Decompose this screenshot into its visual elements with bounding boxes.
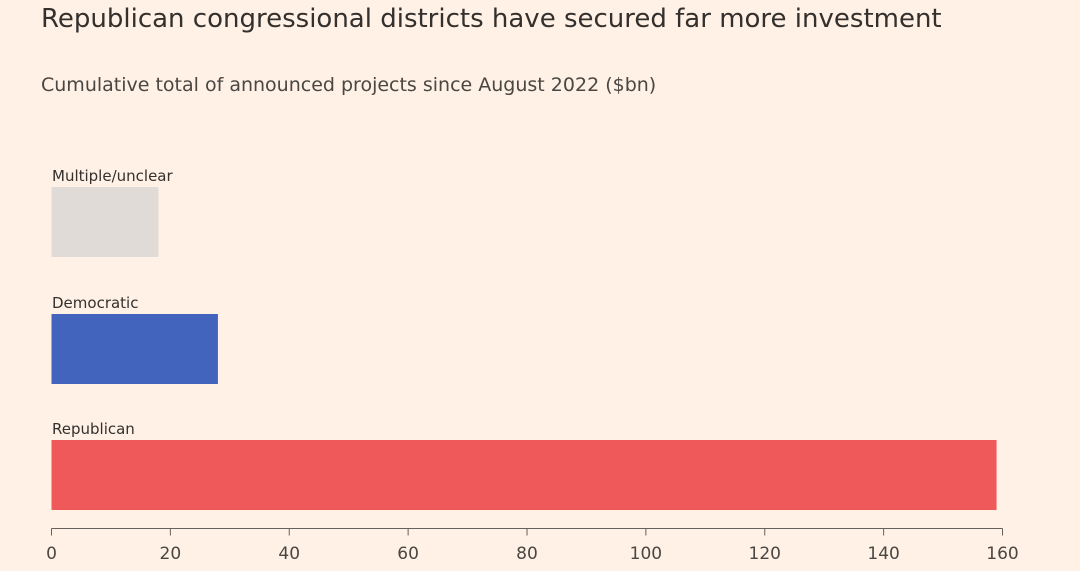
x-tick-label-80: 80 xyxy=(516,544,538,564)
chart-subtitle: Cumulative total of announced projects s… xyxy=(41,74,657,96)
x-tick-label-20: 20 xyxy=(160,544,182,564)
x-tick-label-100: 100 xyxy=(630,544,662,564)
x-tick-label-140: 140 xyxy=(867,544,899,564)
x-tick-label-60: 60 xyxy=(397,544,419,564)
bars-layer: Multiple/unclear Democratic Republican xyxy=(51,167,997,510)
x-tick-label-40: 40 xyxy=(278,544,300,564)
category-label-republican: Republican xyxy=(52,420,135,438)
x-tick-label-160: 160 xyxy=(986,544,1018,564)
x-tick-label-120: 120 xyxy=(749,544,781,564)
category-label-democratic: Democratic xyxy=(52,294,138,312)
x-axis: 0 20 40 60 80 100 120 140 160 xyxy=(46,528,1019,564)
x-tick-label-0: 0 xyxy=(46,544,57,564)
bar-republican xyxy=(51,440,997,510)
bar-multiple-unclear xyxy=(51,187,159,257)
bar-democratic xyxy=(51,314,218,384)
chart-title: Republican congressional districts have … xyxy=(41,4,942,34)
category-label-multiple-unclear: Multiple/unclear xyxy=(52,167,173,185)
